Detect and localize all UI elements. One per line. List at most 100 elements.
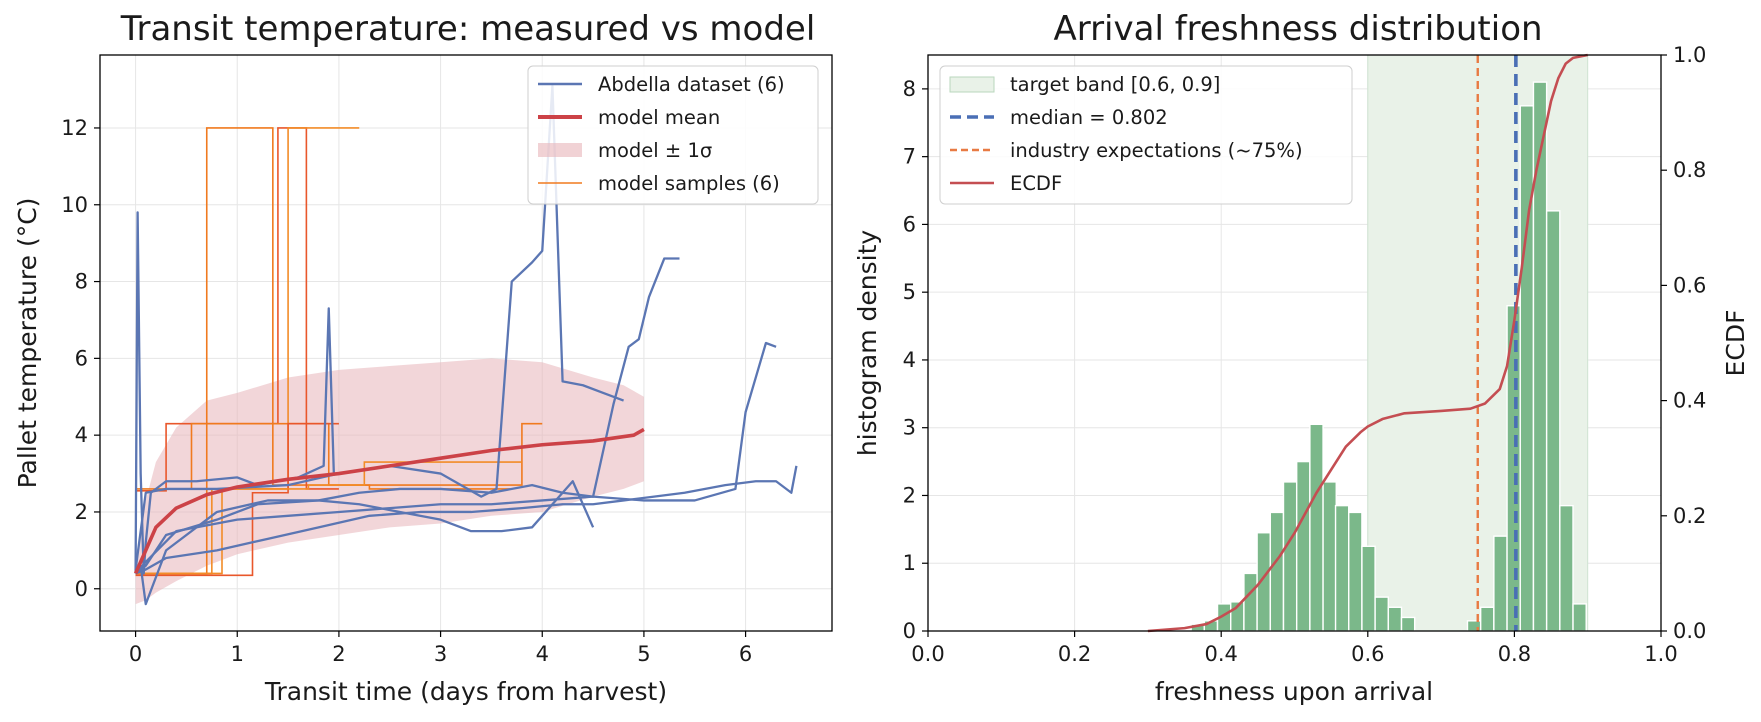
temperature-x-tick-label-0: 0: [129, 642, 142, 666]
legend-band-label: model ± 1σ: [598, 139, 712, 162]
reference-lines: [1476, 55, 1518, 631]
histogram-bar-8: [1295, 460, 1311, 632]
measured-line-4: [135, 465, 798, 575]
measured-line-0: [134, 211, 335, 575]
temperature-axes-frame: [99, 54, 833, 632]
freshness-x-tick-label-2: 0.4: [1204, 642, 1237, 666]
legend-measured-label: Abdella dataset (6): [598, 73, 785, 96]
temperature-x-tick-label-1: 1: [231, 642, 244, 666]
model-band: [135, 358, 644, 605]
freshness-x-label: freshness upon arrival: [1155, 677, 1433, 706]
histogram-bar-9: [1309, 423, 1324, 632]
freshness-y2-tick-label-0: 0.0: [1673, 619, 1706, 643]
freshness-x-tick-label-3: 0.6: [1351, 642, 1384, 666]
temperature-y-tick-label-6: 12: [61, 116, 88, 140]
temperature-x-label: Transit time (days from harvest): [264, 677, 667, 706]
measured-line-3: [134, 341, 777, 575]
freshness-y2-tick-label-3: 0.6: [1673, 273, 1706, 297]
histogram-bar-10: [1322, 481, 1337, 632]
temperature-y-tick-label-4: 8: [75, 270, 88, 294]
measured-line-5: [134, 480, 595, 606]
ecdf-curve: [1147, 53, 1588, 633]
freshness-legend-box: [939, 65, 1353, 205]
temperature-x-tick-label-4: 4: [536, 642, 549, 666]
temperature-y-label: Pallet temperature (°C): [13, 198, 42, 489]
freshness-x-tick-label-4: 0.8: [1498, 642, 1531, 666]
legend-ecdf-label: ECDF: [1010, 172, 1062, 195]
freshness-y-tick-label-6: 6: [903, 212, 916, 236]
histogram-bar-18: [1479, 606, 1495, 632]
model-samples: [135, 127, 543, 577]
temperature-panel: Transit temperature: measured vs model 0…: [13, 9, 833, 706]
freshness-y-tick-label-7: 7: [903, 145, 916, 169]
model-sample-line-1: [135, 127, 339, 492]
histogram-bar-13: [1361, 545, 1376, 632]
histogram-bar-11: [1334, 504, 1350, 632]
histogram-bar-24: [1559, 504, 1574, 632]
temperature-x-ticks: 0 1 2 3 4 5 6: [129, 631, 752, 666]
histogram-bar-6: [1269, 511, 1285, 632]
freshness-y-tick-label-1: 1: [903, 551, 916, 575]
temperature-y-tick-label-5: 10: [61, 193, 88, 217]
histogram-bar-4: [1243, 572, 1258, 632]
freshness-x-ticks: 0.0 0.2 0.4 0.6 0.8 1.0: [911, 631, 1678, 666]
histogram-bar-23: [1545, 210, 1561, 632]
model-sample-line-4: [135, 422, 339, 577]
freshness-y-tick-label-2: 2: [903, 483, 916, 507]
model-sample-line-3: [135, 422, 512, 490]
temperature-y-tick-label-3: 6: [75, 346, 88, 370]
temperature-legend: Abdella dataset (6) model mean model ± 1…: [527, 65, 819, 205]
freshness-title: Arrival freshness distribution: [1053, 9, 1542, 49]
freshness-x-tick-label-5: 1.0: [1644, 642, 1677, 666]
measured-line-2: [134, 257, 680, 575]
temperature-y-ticks: 0 2 4 6 8 10 12: [61, 116, 100, 601]
freshness-y2-tick-label-4: 0.8: [1673, 158, 1706, 182]
freshness-axes-frame: [927, 54, 1662, 632]
legend-samples-label: model samples (6): [598, 172, 780, 195]
model-mean-line: [133, 427, 645, 575]
freshness-y2-tick-label-5: 1.0: [1673, 43, 1706, 67]
histogram-bar-16: [1400, 616, 1416, 632]
freshness-y-tick-label-4: 4: [903, 348, 916, 372]
model-sample-line-5: [135, 461, 522, 575]
histogram-bar-7: [1282, 481, 1298, 632]
freshness-x-tick-label-1: 0.2: [1058, 642, 1091, 666]
freshness-y-ticks: 0 1 2 3 4 5 6 7 8: [903, 77, 928, 643]
ecdf-curve-group: [1147, 53, 1588, 633]
freshness-legend: target band [0.6, 0.9] median = 0.802 in…: [939, 65, 1353, 205]
freshness-panel: Arrival freshness distribution 0.0 0.2 0.4…: [853, 9, 1750, 706]
temperature-y-tick-label-1: 2: [75, 500, 88, 524]
legend-target-band-label: target band [0.6, 0.9]: [1010, 73, 1220, 96]
freshness-y-label: histogram density: [853, 230, 882, 457]
legend-median-label: median = 0.802: [1010, 106, 1168, 129]
temperature-legend-box: [527, 65, 819, 205]
temperature-title: Transit temperature: measured vs model: [120, 9, 816, 49]
legend-band-swatch: [538, 143, 582, 157]
freshness-x-tick-label-0: 0.0: [911, 642, 944, 666]
temperature-x-tick-label-3: 3: [434, 642, 447, 666]
temperature-x-tick-label-6: 6: [739, 642, 752, 666]
model-sample-line-0: [135, 127, 543, 575]
histogram-bar-12: [1348, 511, 1363, 632]
freshness-y2-ticks: 0.0 0.2 0.4 0.6 0.8 1.0: [1661, 43, 1706, 643]
temperature-x-tick-label-5: 5: [637, 642, 650, 666]
histogram-bar-15: [1387, 606, 1403, 632]
model-mean: [133, 427, 645, 575]
histogram-bar-22: [1532, 81, 1548, 632]
freshness-y-tick-label-8: 8: [903, 77, 916, 101]
measured-series: [134, 84, 798, 606]
legend-target-band-swatch: [949, 76, 995, 93]
freshness-y-tick-label-3: 3: [903, 416, 916, 440]
freshness-y2-tick-label-1: 0.2: [1673, 504, 1706, 528]
freshness-y2-label: ECDF: [1721, 310, 1750, 377]
freshness-y2-tick-label-2: 0.4: [1673, 389, 1706, 413]
temperature-x-tick-label-2: 2: [332, 642, 345, 666]
histogram-bar-21: [1519, 105, 1535, 632]
legend-industry-label: industry expectations (~75%): [1010, 139, 1303, 162]
freshness-y-tick-label-0: 0: [903, 619, 916, 643]
legend-mean-label: model mean: [598, 106, 720, 129]
histogram-bar-25: [1572, 603, 1587, 632]
temperature-y-tick-label-0: 0: [75, 577, 88, 601]
freshness-y-tick-label-5: 5: [903, 280, 916, 304]
